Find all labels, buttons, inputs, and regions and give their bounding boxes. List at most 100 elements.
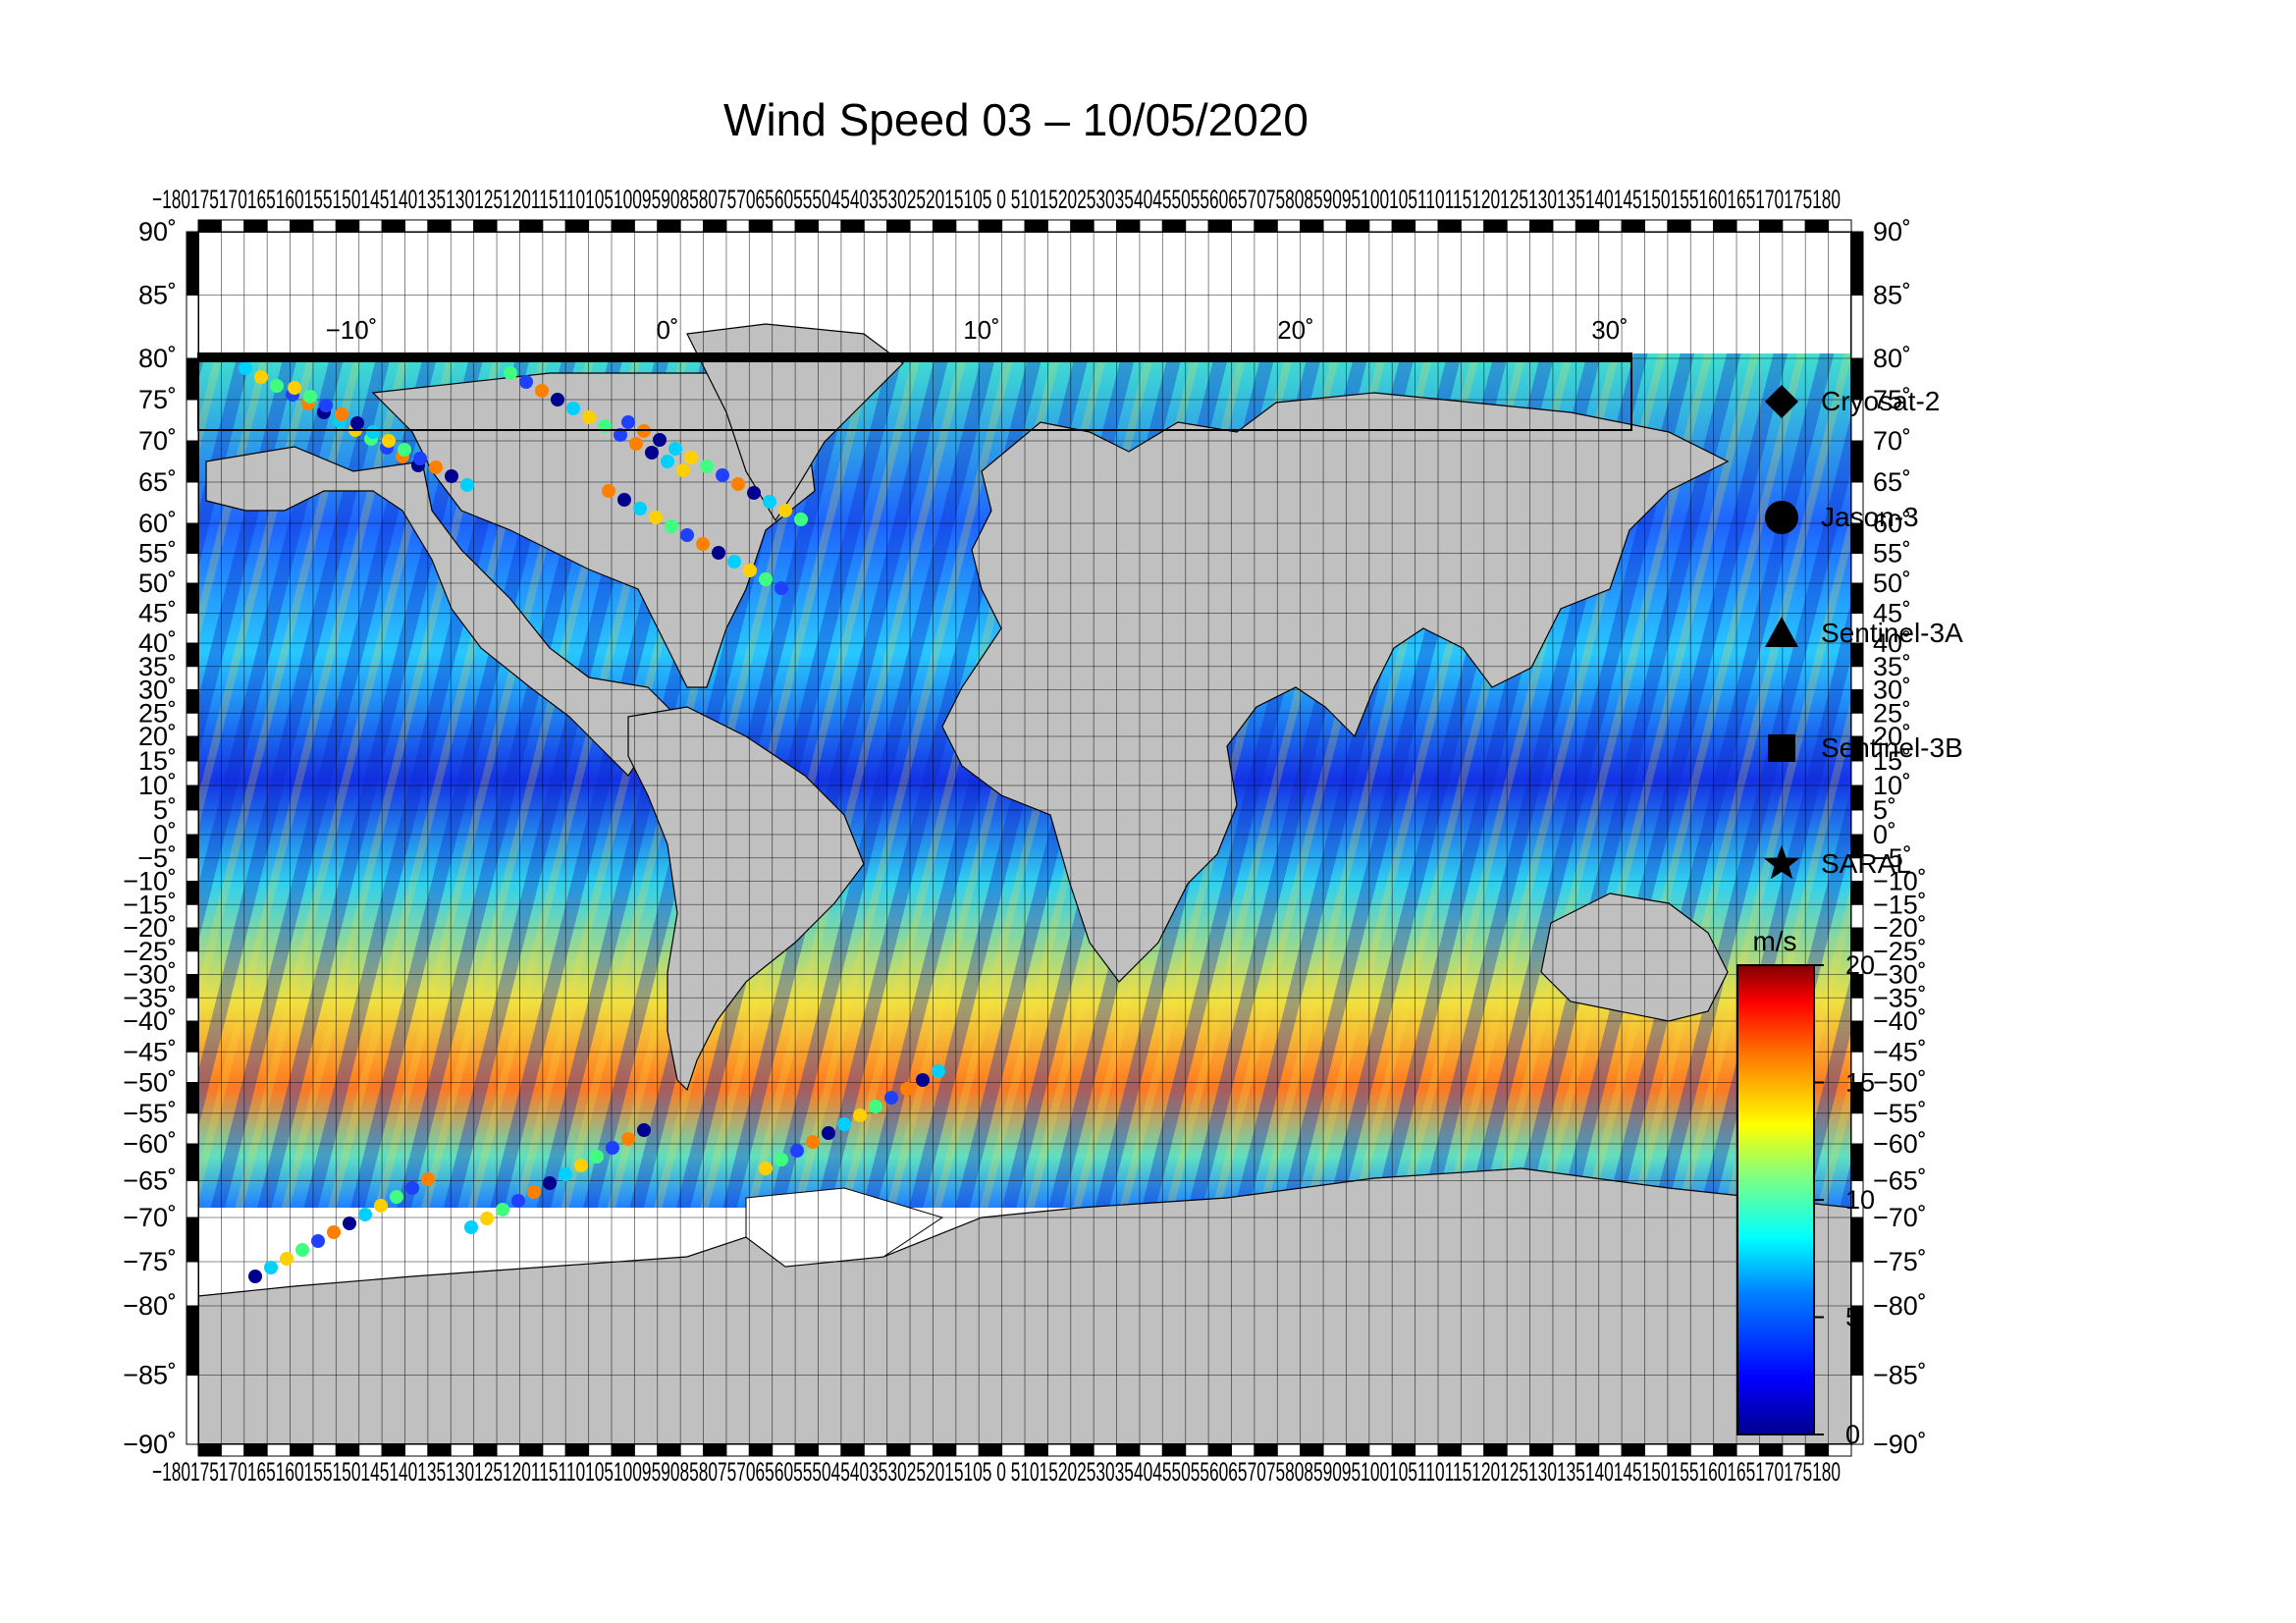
border-checker-bottom — [1529, 1443, 1554, 1457]
border-checker-right — [1850, 927, 1864, 952]
track-dot — [932, 1064, 945, 1078]
track-dot — [621, 415, 635, 429]
border-checker-top — [588, 219, 613, 233]
border-checker-bottom — [1024, 1443, 1048, 1457]
track-dot — [794, 513, 808, 526]
lat-label-right: −10˚ — [1873, 867, 1927, 896]
lat-label-right: 10˚ — [1873, 771, 1911, 800]
border-checker-bottom — [703, 1443, 727, 1457]
border-checker-bottom — [909, 1443, 934, 1457]
track-dot — [806, 1135, 820, 1149]
border-checker-left — [186, 927, 199, 952]
lat-label-left: 65˚ — [138, 467, 177, 497]
track-dot — [270, 379, 284, 393]
lat-label-right: −45˚ — [1873, 1037, 1927, 1066]
border-checker-bottom — [1621, 1443, 1645, 1457]
border-checker-left — [186, 809, 199, 836]
border-checker-top — [1483, 219, 1508, 233]
track-dot — [527, 1185, 541, 1199]
map-border-checkers — [186, 219, 1864, 1457]
border-checker-right — [1850, 1112, 1864, 1145]
border-checker-bottom — [427, 1443, 452, 1457]
track-dot — [653, 433, 667, 447]
border-checker-bottom — [1001, 1443, 1026, 1457]
border-checker-left — [186, 231, 199, 296]
border-checker-bottom — [794, 1443, 819, 1457]
border-checker-bottom — [725, 1443, 750, 1457]
border-checker-top — [1758, 219, 1784, 233]
border-checker-top — [1460, 219, 1485, 233]
border-checker-top — [1231, 219, 1255, 233]
border-checker-bottom — [1689, 1443, 1715, 1457]
border-checker-top — [518, 219, 544, 233]
lat-label-left: −90˚ — [123, 1430, 177, 1459]
border-checker-right — [1850, 1143, 1864, 1181]
colorbar-tick-label: 0 — [1845, 1420, 1860, 1449]
track-dot — [335, 407, 348, 421]
border-checker-top — [794, 219, 819, 233]
lat-label-right: −5˚ — [1873, 843, 1912, 873]
track-dot — [884, 1091, 898, 1105]
border-checker-top — [1621, 219, 1645, 233]
map-area — [198, 232, 1851, 1444]
border-checker-top — [1828, 219, 1852, 233]
border-checker-bottom — [197, 1443, 222, 1457]
track-dot — [712, 546, 725, 560]
border-checker-right — [1850, 231, 1864, 296]
border-checker-bottom — [1391, 1443, 1416, 1457]
border-checker-left — [186, 1305, 199, 1376]
border-checker-left — [186, 553, 199, 584]
border-checker-top — [1667, 219, 1691, 233]
lat-label-left: 15˚ — [138, 746, 177, 776]
border-checker-bottom — [564, 1443, 590, 1457]
border-checker-left — [186, 295, 199, 359]
lat-label-right: −25˚ — [1873, 937, 1927, 966]
lat-label-left: 20˚ — [138, 722, 177, 751]
lat-label-right: 25˚ — [1873, 698, 1911, 728]
inset-map: −10˚ 0˚ 10˚ 20˚ 30˚ — [197, 315, 1632, 431]
lat-label-right: −65˚ — [1873, 1166, 1927, 1196]
border-checker-top — [1116, 219, 1141, 233]
track-dot — [574, 1159, 588, 1172]
colorbar-tick-label: 20 — [1845, 950, 1875, 980]
border-checker-bottom — [335, 1443, 360, 1457]
border-checker-bottom — [381, 1443, 406, 1457]
track-dot — [716, 468, 729, 482]
border-checker-left — [186, 1020, 199, 1053]
border-checker-left — [186, 834, 199, 859]
lat-label-left: 25˚ — [138, 698, 177, 728]
lat-label-left: −80˚ — [123, 1291, 177, 1321]
colorbar-tick-label: 5 — [1845, 1303, 1860, 1332]
legend-label: Jason-3 — [1821, 502, 1919, 532]
colorbar-tick-label: 10 — [1845, 1185, 1875, 1215]
border-checker-bottom — [1460, 1443, 1485, 1457]
inset-label-0: 0˚ — [656, 315, 678, 345]
track-dot — [700, 460, 714, 473]
track-dot — [763, 495, 776, 509]
lat-label-left: −60˚ — [123, 1129, 177, 1159]
border-checker-top — [1552, 219, 1576, 233]
border-checker-left — [186, 357, 199, 401]
border-checker-top — [703, 219, 727, 233]
legend-label: Cryosat-2 — [1821, 386, 1940, 416]
map-grid — [198, 232, 1851, 1444]
border-checker-top — [564, 219, 590, 233]
border-checker-top — [1024, 219, 1048, 233]
australia-land — [1540, 893, 1729, 1022]
border-checker-bottom — [886, 1443, 911, 1457]
lat-label-left: −15˚ — [123, 890, 177, 919]
border-checker-bottom — [518, 1443, 544, 1457]
colorbar-unit: m/s — [1752, 926, 1796, 956]
track-dot — [535, 384, 549, 398]
border-checker-bottom — [818, 1443, 842, 1457]
lat-label-right: −90˚ — [1873, 1430, 1927, 1459]
border-checker-bottom — [1254, 1443, 1278, 1457]
track-dot — [759, 1162, 773, 1175]
lat-label-right: 65˚ — [1873, 467, 1911, 497]
border-checker-top — [1415, 219, 1439, 233]
lat-label-left: 40˚ — [138, 628, 177, 658]
track-dot — [743, 564, 757, 577]
lat-label-left: −10˚ — [123, 867, 177, 896]
lat-label-right: −15˚ — [1873, 890, 1927, 919]
